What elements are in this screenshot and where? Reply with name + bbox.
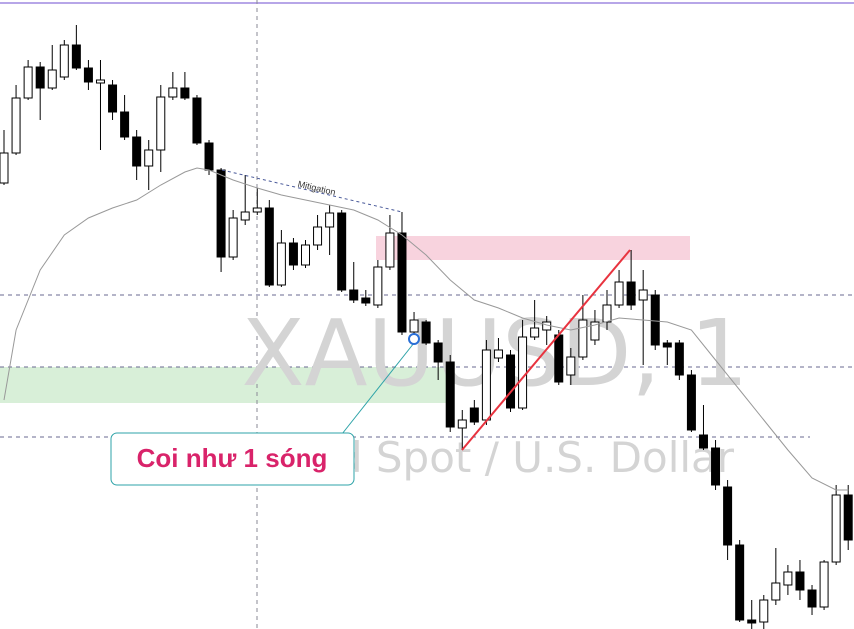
trend-line (461, 249, 631, 451)
candle-body (59, 44, 69, 78)
candle-body (614, 281, 624, 306)
candle-body (83, 67, 93, 83)
callout-box (110, 432, 355, 486)
candle-body (554, 334, 564, 383)
candle-body (385, 232, 395, 268)
candle-body (590, 321, 600, 341)
candle-body (638, 289, 648, 301)
candle-body (168, 87, 178, 98)
candle-body (747, 619, 757, 624)
candle-body (144, 149, 154, 167)
candle-body (0, 152, 9, 184)
candle-body (301, 244, 310, 266)
candle-body (397, 232, 407, 333)
moving-average (3, 167, 849, 491)
candle-body (795, 571, 805, 591)
candle-body (698, 434, 708, 449)
candle-body (831, 494, 841, 563)
candle-body (819, 561, 829, 608)
candle-body (771, 582, 781, 601)
candle-body (120, 111, 130, 138)
candle-body (530, 327, 540, 338)
candle-body (674, 342, 684, 376)
candle-body (783, 571, 793, 586)
candle-body (71, 44, 81, 69)
candle-body (264, 207, 274, 286)
candle-body (11, 97, 21, 154)
candle-body (711, 447, 721, 486)
candle-body (276, 242, 286, 286)
candle-body (35, 66, 45, 89)
candle-body (481, 349, 491, 421)
callout-text: Coi như 1 sóng (137, 443, 328, 473)
candle-body (493, 349, 503, 359)
plot-area (0, 25, 853, 629)
candle-body (445, 361, 455, 428)
demand-zone (0, 367, 450, 403)
candle-body (240, 211, 250, 221)
candle-body (457, 419, 467, 429)
candle-body (192, 97, 202, 144)
candle-body (228, 217, 238, 258)
candle-body (132, 136, 142, 167)
callout-anchor (408, 333, 420, 345)
candle-body (433, 342, 443, 363)
candle-body (650, 294, 660, 346)
candle-body (288, 242, 298, 266)
mitigation-line (221, 169, 403, 213)
candle-body (807, 589, 817, 608)
candle-body (252, 207, 262, 213)
candle-body (518, 336, 528, 409)
supply-zone (376, 236, 690, 260)
callout-leader (341, 342, 415, 435)
candle-body (349, 289, 359, 301)
candle-body (156, 96, 166, 151)
candle-body (361, 297, 371, 304)
candle-body (204, 142, 214, 171)
candle-body (47, 69, 57, 89)
candle-body (23, 66, 33, 99)
candle-body (566, 356, 576, 376)
candle-body (95, 79, 105, 84)
candle-body (180, 87, 190, 99)
candle-body (602, 304, 612, 323)
candle-body (313, 226, 323, 246)
candle-body (759, 599, 769, 623)
candle-body (325, 212, 335, 228)
candle-body (216, 169, 226, 258)
candle-body (337, 212, 347, 291)
candle-body (469, 407, 479, 423)
candle-body (421, 321, 431, 344)
candle-body (686, 374, 696, 431)
candle-body (409, 319, 419, 333)
candle-body (108, 84, 118, 113)
candle-body (506, 354, 516, 409)
candle-body (578, 319, 588, 358)
candle-body (626, 281, 636, 306)
candle-body (373, 266, 383, 306)
candle-body (662, 342, 672, 348)
candle-body (843, 494, 853, 541)
candle-body (723, 486, 733, 546)
candle-body (735, 544, 745, 621)
